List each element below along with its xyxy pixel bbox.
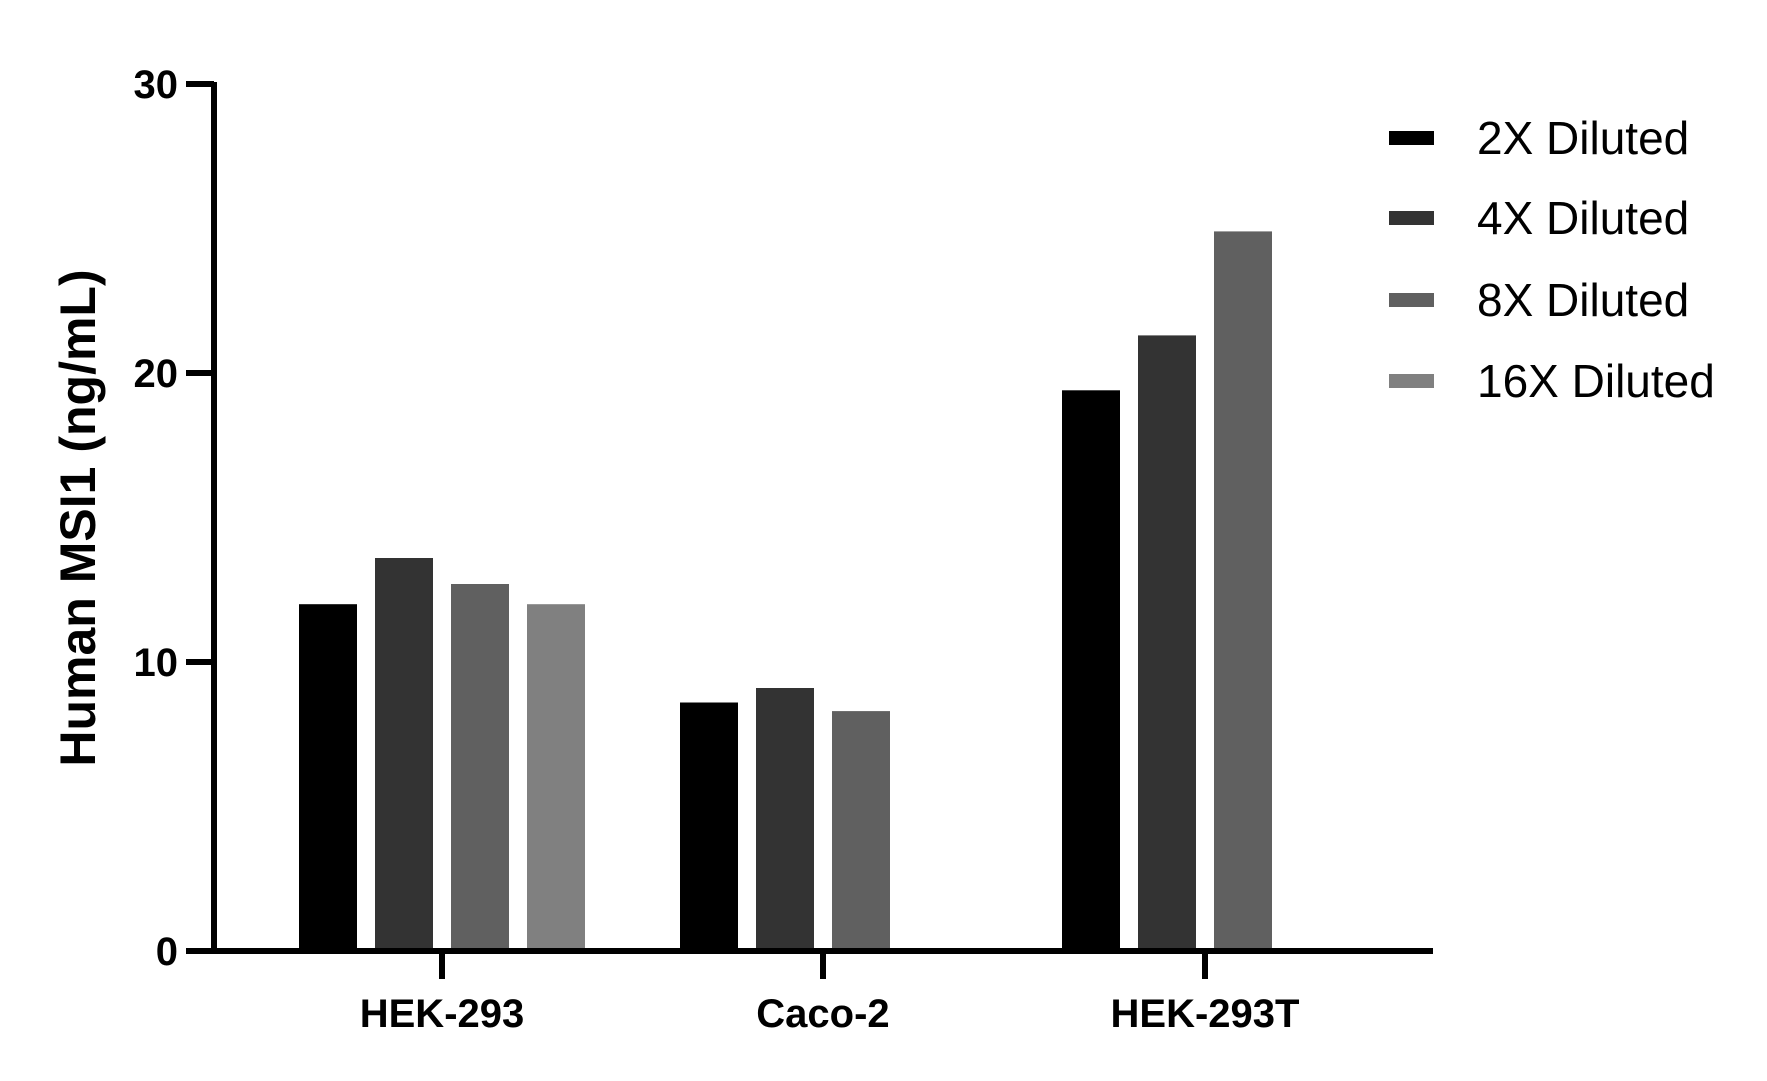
y-tick-label: 10 bbox=[134, 641, 179, 685]
bar bbox=[680, 702, 738, 951]
legend-label: 16X Diluted bbox=[1477, 355, 1715, 407]
bar bbox=[451, 584, 509, 951]
bar bbox=[299, 604, 357, 951]
legend-swatch bbox=[1389, 211, 1434, 225]
bar bbox=[1214, 231, 1272, 951]
bar bbox=[756, 688, 814, 951]
y-tick-label: 20 bbox=[134, 352, 179, 396]
x-tick-label: HEK-293 bbox=[360, 992, 525, 1036]
x-tick-label: HEK-293T bbox=[1111, 992, 1300, 1036]
legend-swatch bbox=[1389, 374, 1434, 388]
bar bbox=[1138, 335, 1196, 951]
y-tick-label: 0 bbox=[156, 930, 178, 974]
legend-swatch bbox=[1389, 131, 1434, 145]
legend-label: 8X Diluted bbox=[1477, 274, 1689, 326]
bar bbox=[527, 604, 585, 951]
y-axis-title: Human MSI1 (ng/mL) bbox=[50, 269, 106, 766]
legend-label: 2X Diluted bbox=[1477, 112, 1689, 164]
bar bbox=[832, 711, 890, 951]
bar bbox=[1062, 390, 1120, 951]
bar bbox=[375, 558, 433, 951]
legend-label: 4X Diluted bbox=[1477, 192, 1689, 244]
legend-swatch bbox=[1389, 293, 1434, 307]
y-tick-label: 30 bbox=[134, 63, 179, 107]
x-tick-label: Caco-2 bbox=[756, 992, 889, 1036]
